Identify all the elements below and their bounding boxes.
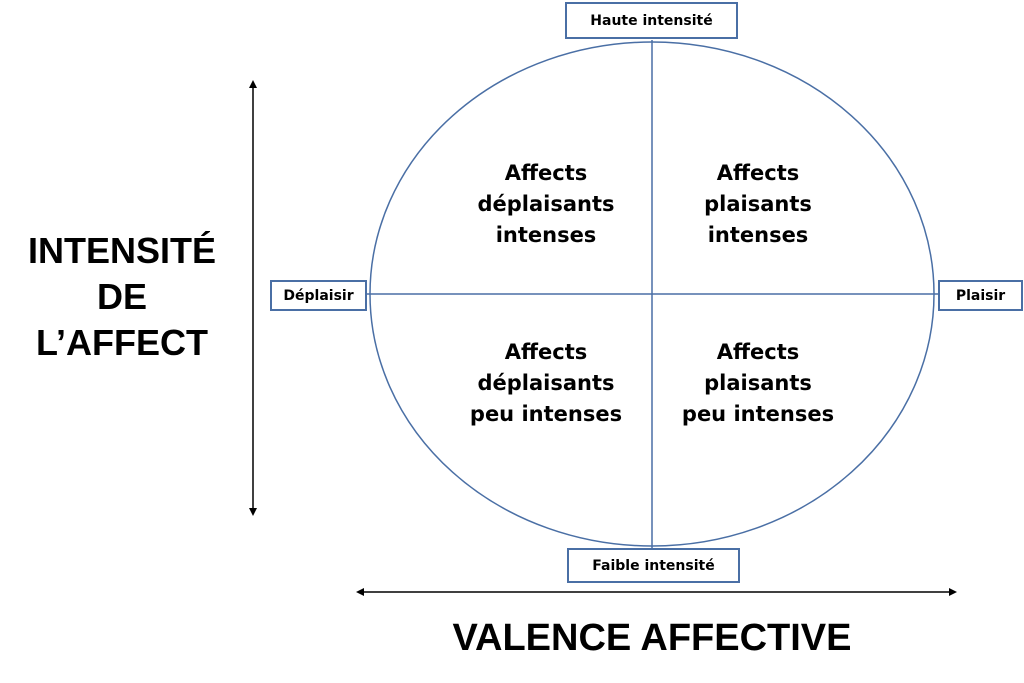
vertical-axis-title-line: INTENSITÉ	[27, 230, 216, 271]
pole-pleasure-box: Plaisir	[938, 280, 1023, 311]
vertical-axis-title-line: DE	[96, 276, 147, 317]
quadrant-line: intenses	[707, 223, 809, 247]
quadrant-line: Affects	[716, 161, 800, 185]
quadrant-line: plaisants	[704, 371, 812, 395]
quadrant-top-right: Affects plaisants intenses	[663, 158, 853, 251]
quadrant-line: déplaisants	[477, 371, 615, 395]
quadrant-line: déplaisants	[477, 192, 615, 216]
quadrant-bottom-left: Affects déplaisants peu intenses	[451, 337, 641, 430]
quadrant-line: Affects	[716, 340, 800, 364]
quadrant-line: peu intenses	[469, 402, 623, 426]
quadrant-line: Affects	[504, 161, 588, 185]
vertical-axis-title-line: L’AFFECT	[36, 322, 208, 363]
pole-displeasure-box: Déplaisir	[270, 280, 367, 311]
quadrant-line: plaisants	[704, 192, 812, 216]
quadrant-top-left: Affects déplaisants intenses	[451, 158, 641, 251]
pole-high-intensity-box: Haute intensité	[565, 2, 738, 39]
quadrant-line: intenses	[495, 223, 597, 247]
pole-low-intensity-box: Faible intensité	[567, 548, 740, 583]
quadrant-line: Affects	[504, 340, 588, 364]
quadrant-line: peu intenses	[681, 402, 835, 426]
quadrant-bottom-right: Affects plaisants peu intenses	[663, 337, 853, 430]
horizontal-axis-title: VALENCE AFFECTIVE	[452, 617, 852, 659]
vertical-axis-title: INTENSITÉ DE L’AFFECT	[12, 228, 232, 366]
